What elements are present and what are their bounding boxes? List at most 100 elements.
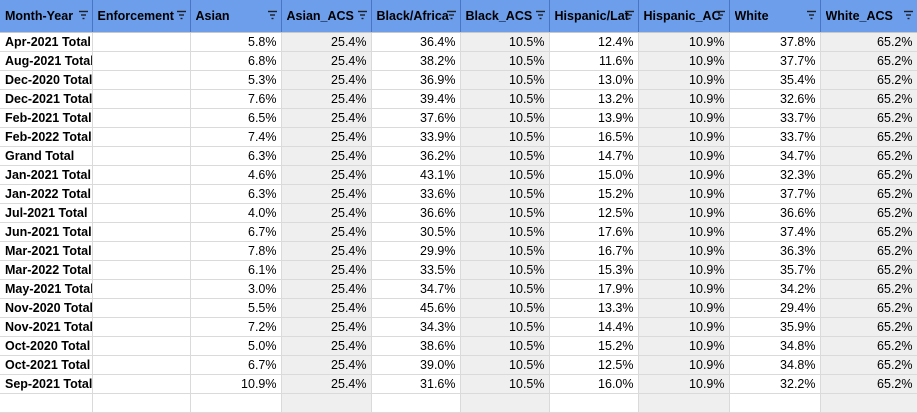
data-cell[interactable]: 10.9% xyxy=(638,317,730,337)
data-cell[interactable]: 25.4% xyxy=(281,374,372,394)
data-cell[interactable]: 12.4% xyxy=(549,32,639,52)
data-cell[interactable]: 17.6% xyxy=(549,222,639,242)
data-cell[interactable]: 11.6% xyxy=(549,51,639,71)
data-cell[interactable]: 36.2% xyxy=(371,146,461,166)
data-cell[interactable]: 38.6% xyxy=(371,336,461,356)
data-cell[interactable] xyxy=(92,51,191,71)
data-cell[interactable]: 10.5% xyxy=(460,146,550,166)
data-cell[interactable] xyxy=(92,336,191,356)
data-cell[interactable]: 13.0% xyxy=(549,70,639,90)
column-header[interactable]: Hispanic/Lat xyxy=(549,0,639,33)
data-cell[interactable]: 33.5% xyxy=(371,260,461,280)
data-cell[interactable] xyxy=(92,146,191,166)
data-cell[interactable]: 33.6% xyxy=(371,184,461,204)
data-cell[interactable]: 16.0% xyxy=(549,374,639,394)
data-cell[interactable] xyxy=(92,222,191,242)
row-label-cell[interactable]: Dec-2020 Total xyxy=(0,70,93,90)
column-header[interactable]: Enforcement xyxy=(92,0,191,33)
data-cell[interactable]: 65.2% xyxy=(820,184,917,204)
data-cell[interactable]: 7.2% xyxy=(190,317,282,337)
data-cell[interactable]: 5.8% xyxy=(190,32,282,52)
data-cell[interactable]: 36.6% xyxy=(371,203,461,223)
data-cell[interactable]: 31.6% xyxy=(371,374,461,394)
data-cell[interactable]: 25.4% xyxy=(281,336,372,356)
data-cell[interactable]: 65.2% xyxy=(820,336,917,356)
row-label-cell[interactable]: Jun-2021 Total xyxy=(0,222,93,242)
data-cell[interactable]: 36.6% xyxy=(729,203,821,223)
data-cell[interactable]: 37.6% xyxy=(371,108,461,128)
data-cell[interactable]: 5.0% xyxy=(190,336,282,356)
data-cell[interactable]: 29.4% xyxy=(729,298,821,318)
data-cell[interactable]: 10.9% xyxy=(638,108,730,128)
data-cell[interactable] xyxy=(92,165,191,185)
data-cell[interactable] xyxy=(92,203,191,223)
row-label-cell[interactable]: Mar-2021 Total xyxy=(0,241,93,261)
data-cell[interactable]: 4.0% xyxy=(190,203,282,223)
data-cell[interactable]: 10.5% xyxy=(460,203,550,223)
data-cell[interactable]: 10.9% xyxy=(638,127,730,147)
row-label-cell[interactable]: Feb-2021 Total xyxy=(0,108,93,128)
data-cell[interactable]: 10.9% xyxy=(638,165,730,185)
data-cell[interactable]: 7.8% xyxy=(190,241,282,261)
data-cell[interactable]: 25.4% xyxy=(281,222,372,242)
data-cell[interactable]: 33.7% xyxy=(729,108,821,128)
data-cell[interactable]: 10.9% xyxy=(638,32,730,52)
data-cell[interactable]: 65.2% xyxy=(820,70,917,90)
empty-cell[interactable] xyxy=(281,393,372,413)
data-cell[interactable]: 65.2% xyxy=(820,89,917,109)
data-cell[interactable]: 10.5% xyxy=(460,374,550,394)
data-cell[interactable]: 65.2% xyxy=(820,317,917,337)
data-cell[interactable]: 36.3% xyxy=(729,241,821,261)
data-cell[interactable] xyxy=(92,32,191,52)
data-cell[interactable]: 30.5% xyxy=(371,222,461,242)
filter-icon[interactable] xyxy=(535,9,546,21)
empty-cell[interactable] xyxy=(0,393,93,413)
data-cell[interactable]: 25.4% xyxy=(281,279,372,299)
data-cell[interactable]: 34.7% xyxy=(729,146,821,166)
data-cell[interactable] xyxy=(92,241,191,261)
data-cell[interactable]: 65.2% xyxy=(820,222,917,242)
data-cell[interactable]: 25.4% xyxy=(281,165,372,185)
row-label-cell[interactable]: Nov-2020 Total xyxy=(0,298,93,318)
filter-icon[interactable] xyxy=(267,9,278,21)
data-cell[interactable]: 4.6% xyxy=(190,165,282,185)
data-cell[interactable]: 25.4% xyxy=(281,127,372,147)
data-cell[interactable]: 65.2% xyxy=(820,32,917,52)
row-label-cell[interactable]: Grand Total xyxy=(0,146,93,166)
data-cell[interactable]: 25.4% xyxy=(281,355,372,375)
empty-cell[interactable] xyxy=(190,393,282,413)
data-cell[interactable]: 10.5% xyxy=(460,70,550,90)
data-cell[interactable]: 25.4% xyxy=(281,203,372,223)
data-cell[interactable] xyxy=(92,70,191,90)
data-cell[interactable]: 6.5% xyxy=(190,108,282,128)
data-cell[interactable]: 10.9% xyxy=(638,260,730,280)
data-cell[interactable]: 39.0% xyxy=(371,355,461,375)
data-cell[interactable]: 65.2% xyxy=(820,279,917,299)
data-cell[interactable] xyxy=(92,298,191,318)
data-cell[interactable]: 16.5% xyxy=(549,127,639,147)
data-cell[interactable]: 65.2% xyxy=(820,241,917,261)
data-cell[interactable]: 65.2% xyxy=(820,165,917,185)
column-header[interactable]: Hispanic_AC xyxy=(638,0,730,33)
data-cell[interactable]: 10.5% xyxy=(460,317,550,337)
data-cell[interactable]: 14.4% xyxy=(549,317,639,337)
data-cell[interactable]: 25.4% xyxy=(281,146,372,166)
data-cell[interactable]: 15.2% xyxy=(549,336,639,356)
data-cell[interactable]: 37.4% xyxy=(729,222,821,242)
data-cell[interactable]: 10.9% xyxy=(638,336,730,356)
data-cell[interactable]: 13.3% xyxy=(549,298,639,318)
data-cell[interactable]: 10.9% xyxy=(638,70,730,90)
data-cell[interactable]: 29.9% xyxy=(371,241,461,261)
data-cell[interactable]: 35.9% xyxy=(729,317,821,337)
data-cell[interactable]: 6.7% xyxy=(190,222,282,242)
data-cell[interactable]: 6.8% xyxy=(190,51,282,71)
filter-icon[interactable] xyxy=(624,9,635,21)
row-label-cell[interactable]: Jul-2021 Total xyxy=(0,203,93,223)
data-cell[interactable]: 3.0% xyxy=(190,279,282,299)
data-cell[interactable]: 34.8% xyxy=(729,355,821,375)
data-cell[interactable]: 10.9% xyxy=(638,241,730,261)
row-label-cell[interactable]: Feb-2022 Total xyxy=(0,127,93,147)
data-cell[interactable]: 34.3% xyxy=(371,317,461,337)
data-cell[interactable]: 33.7% xyxy=(729,127,821,147)
data-cell[interactable]: 10.5% xyxy=(460,260,550,280)
